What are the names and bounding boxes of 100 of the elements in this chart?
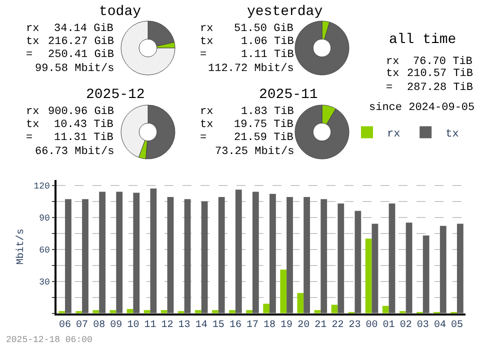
bar [280,270,287,314]
bar [150,188,157,314]
donut-slice [294,20,350,76]
bar [235,190,242,314]
bar [92,310,100,314]
text: 216.27 GiB [48,36,114,48]
y-tick-label: 60 [39,245,50,256]
y-tick-label: 120 [34,181,50,192]
text: tx [26,36,40,48]
chart-title: 2025-12 [86,87,145,103]
text: tx [200,36,214,48]
x-tick-label: 16 [229,320,242,332]
text: 1.11 TiB [241,49,294,61]
x-tick-label: 11 [144,320,156,332]
text: 21.59 TiB [234,132,294,144]
text: 250.41 GiB [48,49,114,61]
bar [456,224,464,314]
bar [133,192,140,314]
text: 11.31 TiB [54,132,114,144]
bar [252,192,259,314]
text: 210.57 TiB [407,68,474,80]
bar [297,293,304,314]
x-tick-label: 01 [382,320,395,332]
donut-slice [120,20,176,76]
donut-slice [294,104,350,160]
x-tick-label: 17 [246,320,258,332]
text: since 2024-09-05 [369,102,475,114]
text: 1.06 TiB [241,36,294,48]
text: 287.28 TiB [407,82,474,94]
x-tick-label: 10 [127,320,140,332]
bar [160,310,168,314]
text: = [386,82,393,94]
legend-label: tx [446,128,460,141]
text: 19.75 TiB [234,119,294,131]
bar [440,226,446,314]
chart-title: 2025-11 [259,87,318,103]
text: rx [200,23,214,35]
text: 10.43 TiB [54,119,114,131]
bar [338,203,344,314]
x-tick-label: 03 [416,320,429,332]
bar [184,199,191,314]
x-tick-label: 15 [212,320,224,332]
bar [218,197,225,314]
text: tx [200,119,214,131]
bar [201,201,208,314]
x-tick-label: 05 [450,320,463,332]
x-tick-label: 23 [348,320,361,332]
text: = [200,49,207,61]
text: rx [386,56,400,68]
y-tick-label: 90 [39,213,50,224]
bar [263,304,270,314]
text: rx [200,106,214,118]
x-tick-label: 08 [93,320,106,332]
x-tick-label: 18 [264,320,276,332]
bar [320,199,328,314]
bar [304,197,310,314]
chart-title: yesterday [247,4,323,20]
chart-title: today [99,4,142,20]
bar [229,310,236,314]
text: 1.83 TiB [241,106,294,118]
text: = [26,49,33,61]
bar [388,203,396,314]
text: rx [26,106,40,118]
text: 2025-12-18 06:00 [6,335,92,345]
text: tx [386,68,400,80]
x-tick-label: 13 [178,320,190,332]
text: = [200,132,207,144]
text: 73.25 Mbit/s [215,146,294,158]
bar [116,192,123,314]
text: = [26,132,33,144]
x-tick-label: 06 [59,320,72,332]
bar [365,238,372,314]
bar [270,194,276,314]
text: 99.58 Mbit/s [35,63,114,75]
bar [354,210,362,314]
y-axis-title: Mbit/s [15,228,28,265]
bar [372,224,378,314]
text: all time [389,32,456,48]
bar [406,222,412,314]
x-tick-label: 02 [400,320,412,332]
x-tick-label: 21 [314,320,327,332]
text: 112.72 Mbit/s [208,63,294,75]
bar [382,306,389,314]
text: rx [26,23,40,35]
text: 66.73 Mbit/s [35,146,114,158]
bar [212,310,218,314]
bar [82,199,88,314]
bar [286,197,293,314]
text: 900.96 GiB [48,106,114,118]
x-tick-label: 12 [161,320,174,332]
bar [194,310,202,314]
text: tx [26,119,40,131]
x-tick-label: 00 [366,320,378,332]
bar [99,192,106,314]
x-tick-label: 20 [298,320,310,332]
bar [246,310,252,314]
text: 51.50 GiB [234,23,294,35]
x-tick-label: 04 [434,320,446,332]
bar [422,235,430,314]
x-tick-label: 19 [280,320,293,332]
